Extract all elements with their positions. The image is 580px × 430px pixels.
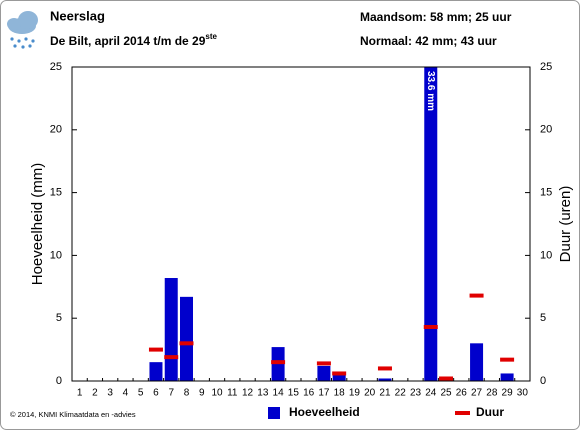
x-tick-label: 8 [184,388,190,399]
y-axis-label: Hoeveelheid (mm) [29,163,46,286]
bar [332,374,346,381]
x-tick-label: 16 [303,388,315,399]
subtitle-suffix: ste [205,32,217,41]
x-tick-label: 9 [199,388,205,399]
duration-marker [500,357,515,362]
y-tick-label: 0 [56,375,62,387]
x-tick-label: 29 [502,388,514,399]
subtitle-main: De Bilt, april 2014 t/m de 29 [50,34,206,48]
x-tick-label: 24 [425,388,437,399]
x-tick-label: 1 [77,388,83,399]
x-tick-label: 30 [517,388,529,399]
annotation: Maandsom: 58 mm; 25 uur [360,10,512,24]
rain-icon [7,11,38,49]
x-tick-label: 21 [379,388,391,399]
plot-area [148,67,515,381]
y2-tick-label: 15 [540,187,552,199]
x-tick-label: 19 [349,388,361,399]
x-tick-label: 22 [395,388,407,399]
y2-tick-label: 0 [540,375,546,387]
legend-swatch [455,411,470,415]
bar [164,278,178,381]
bar [424,67,438,381]
x-tick-label: 13 [257,388,269,399]
x-tick-label: 5 [138,388,144,399]
y2-tick-label: 20 [540,124,552,136]
y2-axis-label: Duur (uren) [557,186,574,263]
x-tick-label: 18 [334,388,346,399]
y-tick-label: 5 [56,312,62,324]
y2-tick-label: 25 [540,61,552,73]
chart-subtitle: De Bilt, april 2014 t/m de 29ste [50,32,218,48]
x-tick-label: 27 [471,388,483,399]
x-tick-label: 4 [123,388,129,399]
bar [317,365,331,381]
duration-marker [164,355,179,360]
x-tick-label: 15 [288,388,300,399]
duration-marker [332,371,347,376]
x-tick-label: 2 [92,388,98,399]
bar [180,296,193,381]
y-tick-label: 10 [50,249,62,261]
x-tick-label: 14 [273,388,285,399]
duration-marker [439,376,454,381]
legend-label: Duur [476,405,504,419]
duration-marker [377,366,392,371]
chart-title: Neerslag [50,8,105,23]
bar [149,362,163,381]
annotation: Normaal: 42 mm; 43 uur [360,34,497,48]
y-tick-label: 15 [50,187,62,199]
bar [470,343,484,381]
x-tick-label: 20 [364,388,376,399]
x-tick-label: 10 [211,388,223,399]
duration-marker [148,347,163,352]
x-tick-label: 3 [107,388,113,399]
y-tick-label: 25 [50,61,62,73]
bar [378,378,392,381]
x-tick-label: 25 [440,388,452,399]
footer: © 2014, KNMI Klimaatdata en -advies [10,410,136,419]
value-label: 33.6 mm [425,71,436,111]
x-tick-label: 11 [227,388,238,399]
x-tick-label: 17 [318,388,330,399]
bar [500,373,514,381]
x-tick-label: 7 [168,388,174,399]
duration-marker [316,361,331,366]
duration-marker [271,360,286,365]
y-tick-label: 20 [50,124,62,136]
x-tick-label: 6 [153,388,159,399]
duration-marker [469,293,484,298]
legend-label: Hoeveelheid [289,405,360,419]
x-tick-label: 12 [242,388,254,399]
x-tick-label: 23 [410,388,422,399]
y2-tick-label: 5 [540,312,546,324]
x-tick-label: 28 [486,388,498,399]
duration-marker [179,341,194,346]
legend-swatch [268,407,280,419]
duration-marker [423,324,438,329]
x-tick-label: 26 [456,388,468,399]
y2-tick-label: 10 [540,249,552,261]
